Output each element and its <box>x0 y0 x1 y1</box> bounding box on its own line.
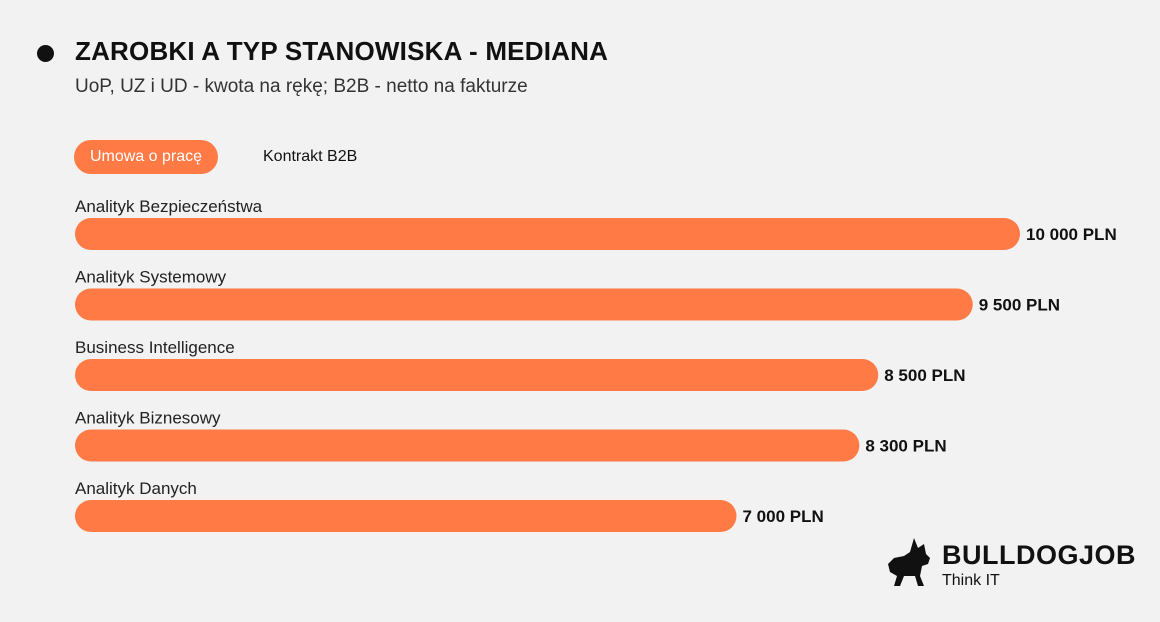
chart-subtitle: UoP, UZ i UD - kwota na rękę; B2B - nett… <box>75 76 528 97</box>
bar <box>75 500 737 532</box>
bulldog-icon <box>888 538 930 586</box>
bar <box>75 218 1020 250</box>
chart-title: ZAROBKI A TYP STANOWISKA - MEDIANA <box>75 36 609 66</box>
bulldogjob-logo: BULLDOGJOB Think IT <box>884 536 1154 596</box>
value-label: 9 500 PLN <box>979 296 1060 315</box>
category-label: Analityk Danych <box>75 479 197 498</box>
logo-name: BULLDOGJOB <box>942 540 1136 570</box>
title-bullet <box>37 45 54 62</box>
category-label: Business Intelligence <box>75 338 235 357</box>
category-label: Analityk Systemowy <box>75 268 227 287</box>
tab-kontrakt-b2b[interactable]: Kontrakt B2B <box>263 148 358 165</box>
value-label: 10 000 PLN <box>1026 225 1117 244</box>
category-label: Analityk Bezpieczeństwa <box>75 197 263 216</box>
value-label: 8 500 PLN <box>884 366 965 385</box>
logo-tagline: Think IT <box>942 572 1000 589</box>
bar <box>75 429 860 462</box>
category-label: Analityk Biznesowy <box>75 409 221 428</box>
bar <box>75 288 973 321</box>
tab-umowa-o-prace[interactable]: Umowa o pracę <box>74 140 219 174</box>
bar <box>75 359 879 391</box>
value-label: 8 300 PLN <box>865 437 946 456</box>
value-label: 7 000 PLN <box>743 507 824 526</box>
